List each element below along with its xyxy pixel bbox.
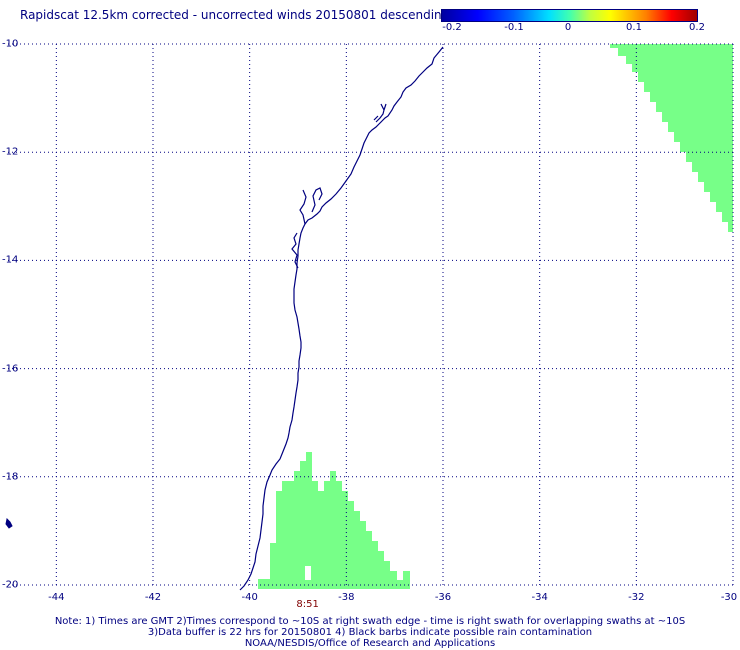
colorbar-label: -0.1 xyxy=(504,22,524,33)
coastline-inlet xyxy=(291,103,387,269)
lat-tick-label: -12 xyxy=(2,146,19,158)
swath-gap xyxy=(305,566,311,580)
lon-tick-label: -36 xyxy=(434,592,452,603)
lat-tick-label: -20 xyxy=(2,579,19,591)
lat-tick-label: -10 xyxy=(2,38,19,50)
lon-tick-label: -42 xyxy=(144,592,162,603)
footnote-line-3: NOAA/NESDIS/Office of Research and Appli… xyxy=(244,638,496,649)
wind-swath-layer xyxy=(258,44,733,589)
colorbar-label: 0.2 xyxy=(689,22,705,33)
wind-swath xyxy=(610,44,733,232)
footnote-line-1: Note: 1) Times are GMT 2)Times correspon… xyxy=(54,616,686,627)
map-title: Rapidscat 12.5km corrected - uncorrected… xyxy=(20,8,450,22)
wind-swath xyxy=(258,452,410,589)
colorbar-label: 0.1 xyxy=(626,22,642,33)
colorbar xyxy=(441,9,698,22)
lat-tick-label: -14 xyxy=(2,254,19,266)
pass-time-label: 8:51 xyxy=(296,599,319,610)
lon-tick-label: -40 xyxy=(241,592,258,603)
lon-tick-label: -38 xyxy=(338,592,355,603)
lon-tick-label: -44 xyxy=(48,592,65,603)
footnote-line-2: 3)Data buffer is 22 hrs for 20150801 4) … xyxy=(147,627,593,638)
colorbar-label: 0 xyxy=(564,22,572,33)
coastline xyxy=(239,46,444,591)
lon-tick-label: -30 xyxy=(720,592,738,603)
lat-tick-label: -16 xyxy=(2,363,19,375)
colorbar-label: -0.2 xyxy=(442,22,462,33)
island xyxy=(5,517,13,529)
lat-lon-grid xyxy=(8,43,734,586)
lon-tick-label: -34 xyxy=(531,592,548,603)
lat-tick-label: -18 xyxy=(2,471,19,483)
lon-tick-label: -32 xyxy=(628,592,645,603)
